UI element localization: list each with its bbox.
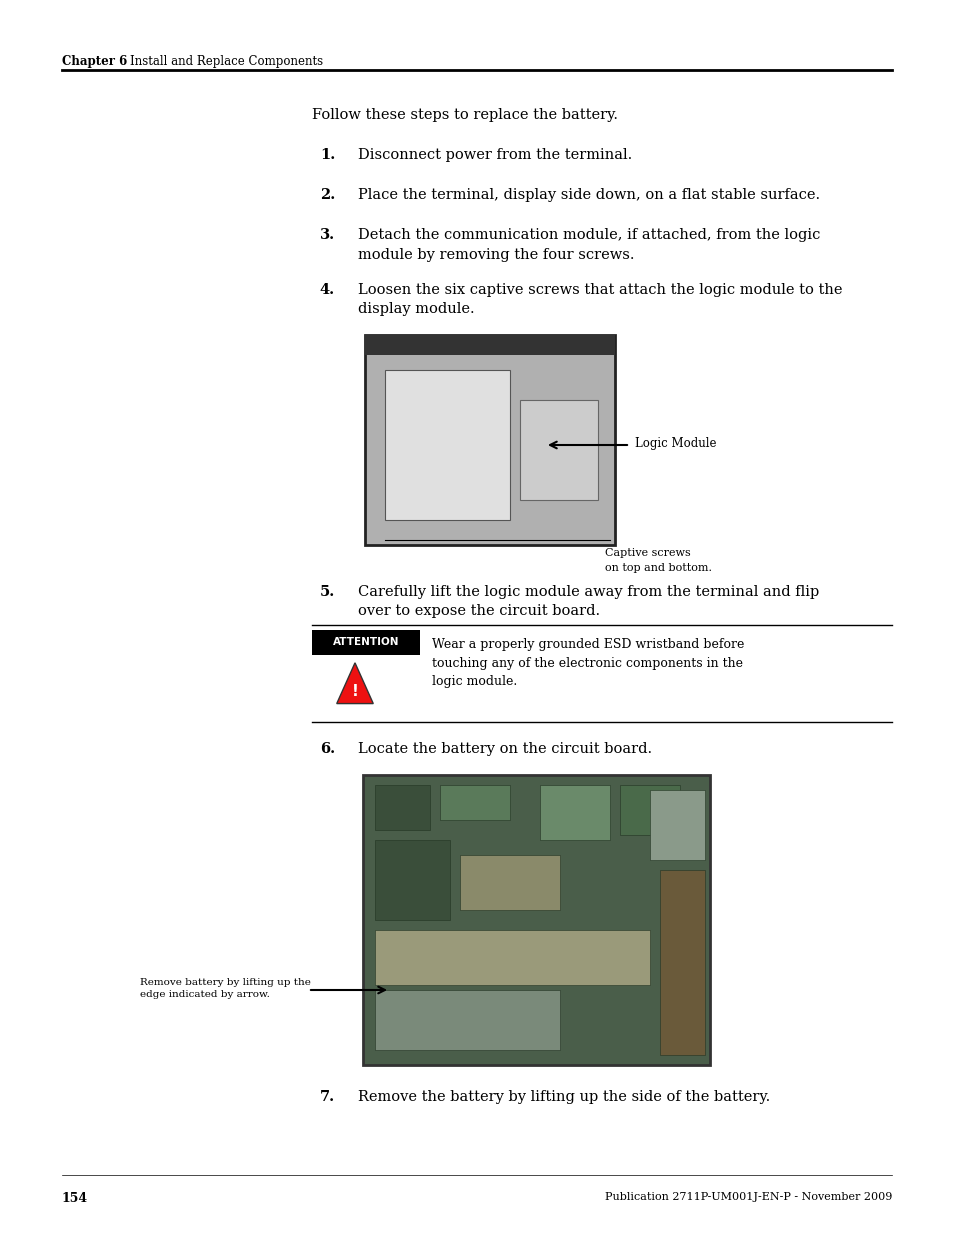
Text: Remove battery by lifting up the
edge indicated by arrow.: Remove battery by lifting up the edge in… [140, 978, 311, 999]
Text: Locate the battery on the circuit board.: Locate the battery on the circuit board. [357, 742, 652, 756]
Text: 154: 154 [62, 1192, 88, 1205]
Text: Place the terminal, display side down, on a flat stable surface.: Place the terminal, display side down, o… [357, 188, 820, 203]
FancyBboxPatch shape [519, 400, 598, 500]
FancyBboxPatch shape [539, 785, 609, 840]
Text: 7.: 7. [319, 1091, 335, 1104]
Text: 4.: 4. [319, 283, 335, 296]
FancyBboxPatch shape [375, 930, 649, 986]
Text: ATTENTION: ATTENTION [333, 637, 399, 647]
Text: Detach the communication module, if attached, from the logic
module by removing : Detach the communication module, if atta… [357, 228, 820, 262]
Text: Chapter 6: Chapter 6 [62, 56, 127, 68]
Text: Publication 2711P-UM001J-EN-P - November 2009: Publication 2711P-UM001J-EN-P - November… [604, 1192, 891, 1202]
Text: Loosen the six captive screws that attach the logic module to the
display module: Loosen the six captive screws that attac… [357, 283, 841, 316]
FancyBboxPatch shape [375, 785, 430, 830]
Text: Wear a properly grounded ESD wristband before
touching any of the electronic com: Wear a properly grounded ESD wristband b… [432, 638, 743, 688]
FancyBboxPatch shape [365, 335, 615, 545]
FancyBboxPatch shape [659, 869, 704, 1055]
Text: Install and Replace Components: Install and Replace Components [130, 56, 323, 68]
FancyBboxPatch shape [439, 785, 510, 820]
Text: 2.: 2. [319, 188, 335, 203]
Text: Disconnect power from the terminal.: Disconnect power from the terminal. [357, 148, 632, 162]
FancyBboxPatch shape [375, 840, 450, 920]
Text: 6.: 6. [319, 742, 335, 756]
Text: Logic Module: Logic Module [635, 436, 716, 450]
FancyBboxPatch shape [312, 630, 419, 655]
Text: Captive screws: Captive screws [604, 548, 690, 558]
Text: Follow these steps to replace the battery.: Follow these steps to replace the batter… [312, 107, 618, 122]
FancyBboxPatch shape [619, 785, 679, 835]
Text: !: ! [352, 684, 358, 699]
Text: 1.: 1. [319, 148, 335, 162]
Polygon shape [336, 663, 373, 704]
FancyBboxPatch shape [649, 790, 704, 860]
Text: Carefully lift the logic module away from the terminal and flip
over to expose t: Carefully lift the logic module away fro… [357, 585, 819, 619]
FancyBboxPatch shape [363, 776, 709, 1065]
Text: 3.: 3. [319, 228, 335, 242]
Text: Remove the battery by lifting up the side of the battery.: Remove the battery by lifting up the sid… [357, 1091, 769, 1104]
Text: 5.: 5. [319, 585, 335, 599]
FancyBboxPatch shape [459, 855, 559, 910]
FancyBboxPatch shape [385, 370, 510, 520]
FancyBboxPatch shape [365, 335, 615, 354]
Text: on top and bottom.: on top and bottom. [604, 563, 711, 573]
FancyBboxPatch shape [375, 990, 559, 1050]
